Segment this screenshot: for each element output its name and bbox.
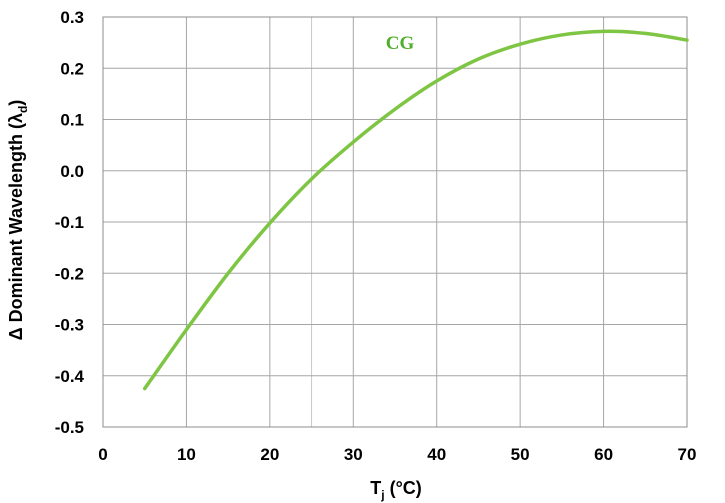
x-tick-label: 60 [594, 445, 613, 464]
x-tick-label: 20 [260, 445, 279, 464]
y-axis-title-subscript: d [16, 106, 30, 113]
x-axis-title-main: T [370, 478, 381, 498]
y-tick-label: 0.2 [60, 59, 84, 78]
grid-lines [102, 16, 688, 428]
y-tick-label: -0.1 [55, 213, 84, 232]
x-tick-label: 30 [344, 445, 363, 464]
plot-area [102, 16, 688, 428]
series-group [142, 29, 689, 391]
x-tick-label: 70 [678, 445, 697, 464]
y-axis-tick-labels: 0.3 0.2 0.1 0.0 -0.1 -0.2 -0.3 -0.4 -0.5 [55, 8, 85, 437]
plot-border [102, 16, 688, 428]
x-axis-title: Tj (°C) [370, 478, 422, 502]
y-tick-label: 0.0 [60, 162, 84, 181]
x-tick-label: 10 [177, 445, 196, 464]
x-axis-tick-labels: 0 10 20 30 40 50 60 70 [98, 445, 696, 464]
y-tick-label: -0.4 [55, 367, 85, 386]
series-label-cg: CG [386, 33, 415, 54]
x-axis-title-subscript: j [380, 488, 384, 502]
y-tick-label: -0.5 [55, 418, 84, 437]
y-axis-title: Δ Dominant Wavelength (λd) [6, 100, 30, 341]
series-line-cg [142, 29, 689, 391]
y-tick-label: 0.1 [60, 111, 84, 130]
y-axis-title-main: Δ Dominant Wavelength (λ [6, 113, 26, 340]
x-tick-label: 40 [427, 445, 446, 464]
y-tick-label: -0.2 [55, 264, 84, 283]
y-tick-label: 0.3 [60, 8, 84, 27]
x-axis-title-unit: (°C) [385, 478, 422, 498]
x-tick-label: 0 [98, 445, 107, 464]
x-tick-label: 50 [511, 445, 530, 464]
y-tick-label: -0.3 [55, 316, 84, 335]
y-axis-title-end: ) [6, 100, 26, 106]
